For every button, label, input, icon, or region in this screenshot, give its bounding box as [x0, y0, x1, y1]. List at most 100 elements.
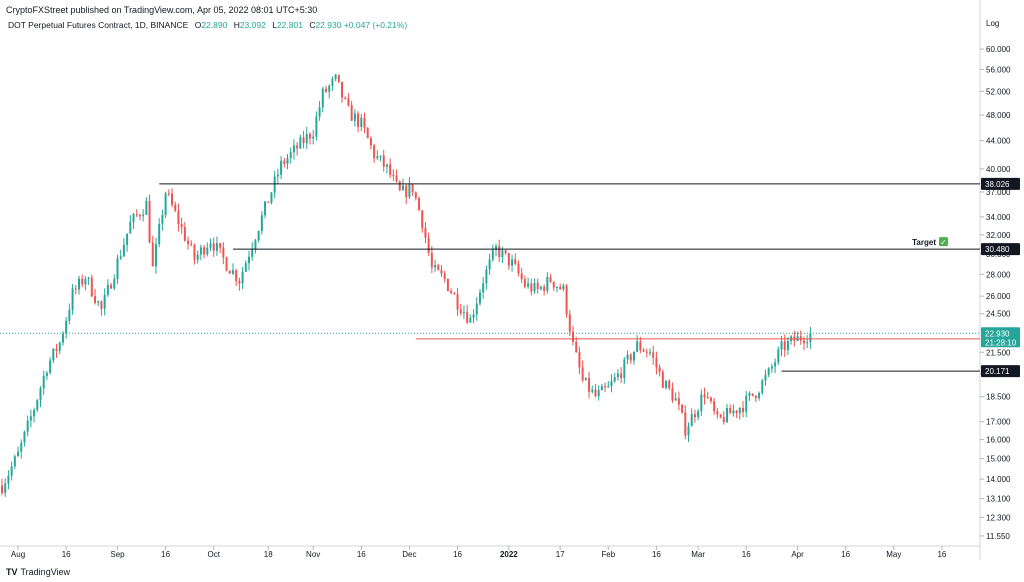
candle-body: [74, 288, 77, 290]
current-price-label: 22.930: [985, 329, 1010, 338]
candle-body: [26, 420, 29, 432]
y-tick-label: 34.000: [986, 213, 1011, 222]
candle-body: [376, 156, 379, 159]
candle-body: [809, 333, 812, 343]
candle-body: [450, 290, 453, 293]
x-tick-label: 16: [161, 550, 170, 559]
candle-body: [4, 483, 7, 493]
candle-body: [325, 88, 327, 92]
low-value: 22.801: [276, 20, 303, 30]
candle-body: [350, 105, 353, 121]
close-value: 22.930: [315, 20, 342, 30]
candle-body: [225, 257, 228, 271]
candle-body: [536, 282, 539, 290]
candle-body: [126, 233, 129, 245]
x-tick-label: Oct: [207, 550, 220, 559]
candle-body: [215, 243, 218, 251]
candle-body: [575, 341, 578, 353]
candle-body: [116, 258, 119, 279]
low-label: L: [272, 20, 277, 30]
tradingview-logo[interactable]: TV TradingView: [6, 567, 70, 577]
candle-body: [110, 284, 113, 289]
candle-body: [427, 237, 430, 253]
candle-body: [549, 276, 552, 282]
target-check-icon: [939, 237, 948, 247]
candle-body: [61, 333, 64, 343]
close-label: C: [309, 20, 316, 30]
candle-body: [17, 451, 20, 457]
candle-body: [658, 367, 661, 372]
change-value: +0.047 (+0.21%): [343, 20, 408, 30]
x-tick-label: Mar: [691, 550, 705, 559]
candle-body: [578, 352, 581, 368]
symbol-legend: DOT Perpetual Futures Contract, 1D, BINA…: [8, 20, 407, 30]
candle-body: [626, 354, 629, 360]
candle-body: [597, 390, 600, 397]
candle-body: [514, 259, 517, 264]
candle-body: [385, 164, 388, 167]
y-tick-label: 44.000: [986, 137, 1011, 146]
level-20-tag: [981, 365, 1020, 378]
candle-body: [446, 278, 449, 291]
countdown-label: 21:28:10: [985, 338, 1017, 347]
candle-body: [735, 410, 738, 414]
candle-body: [719, 414, 722, 418]
candle-body: [369, 137, 372, 146]
candle-body: [539, 286, 542, 290]
candle-body: [758, 393, 761, 399]
x-tick-label: 16: [742, 550, 751, 559]
candle-body: [29, 416, 32, 421]
symbol-name[interactable]: DOT Perpetual Futures Contract, 1D, BINA…: [8, 20, 189, 30]
candle-body: [392, 175, 395, 177]
candle-body: [581, 367, 584, 380]
candle-body: [671, 388, 674, 401]
x-tick-label: 16: [652, 550, 661, 559]
candle-body: [764, 375, 767, 381]
candle-body: [7, 475, 10, 484]
candle-body: [472, 314, 475, 318]
candle-body: [411, 183, 414, 193]
candle-body: [639, 341, 642, 351]
candle-body: [219, 243, 222, 248]
candle-body: [196, 254, 199, 260]
candle-body: [511, 259, 514, 266]
candle-body: [761, 380, 764, 394]
candle-body: [725, 408, 728, 423]
candle-body: [318, 107, 321, 117]
candle-body: [357, 113, 360, 127]
candle-body: [706, 397, 709, 399]
candle-body: [257, 231, 260, 241]
candle-body: [401, 185, 404, 191]
candle-body: [491, 249, 494, 260]
x-tick-label: 17: [556, 550, 565, 559]
candle-body: [151, 242, 154, 267]
candle-body: [405, 185, 408, 198]
candle-body: [77, 278, 80, 290]
candle-body: [177, 210, 180, 225]
level-38-tag-label: 38.026: [985, 180, 1010, 189]
candle-body: [119, 256, 122, 259]
candle-body: [434, 264, 437, 268]
candle-body: [421, 210, 424, 229]
candle-body: [475, 303, 478, 315]
candle-body: [273, 176, 276, 193]
candle-body: [713, 401, 716, 412]
candle-body: [68, 310, 71, 321]
y-tick-label: 13.100: [986, 495, 1011, 504]
candle-body: [305, 133, 308, 144]
candle-body: [604, 386, 607, 388]
candle-body: [81, 278, 84, 285]
candle-body: [251, 248, 254, 257]
candle-body: [777, 349, 780, 363]
candle-body: [613, 377, 616, 382]
y-tick-label: 11.550: [986, 532, 1010, 541]
y-tick-label: 40.000: [986, 165, 1011, 174]
candle-body: [408, 183, 411, 198]
candle-body: [183, 226, 186, 241]
high-label: H: [233, 20, 240, 30]
candle-body: [745, 395, 748, 412]
candle-body: [485, 269, 488, 284]
candle-body: [58, 342, 61, 352]
candle-body: [751, 393, 754, 396]
